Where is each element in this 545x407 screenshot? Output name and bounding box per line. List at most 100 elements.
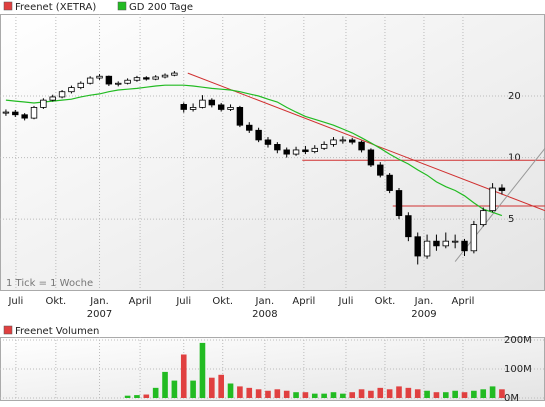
volume-bar xyxy=(442,392,449,398)
candle-body xyxy=(86,77,94,84)
candle-body xyxy=(395,190,403,217)
legend-swatch xyxy=(3,1,13,11)
candle-body xyxy=(461,240,468,252)
volume-bar xyxy=(209,377,215,398)
candle-body xyxy=(105,75,113,85)
volume-bar xyxy=(424,390,430,398)
candle-body xyxy=(171,72,178,76)
x-tick-label: Juli xyxy=(175,296,191,307)
x-tick-label: Jan. xyxy=(89,296,109,307)
candle-body xyxy=(40,99,47,108)
candle-body xyxy=(161,74,169,78)
candle-body xyxy=(68,87,75,93)
legend-swatch xyxy=(117,1,127,11)
volume-bar xyxy=(293,392,299,398)
volume-bar xyxy=(274,389,281,398)
candle-body xyxy=(152,76,159,80)
volume-bar xyxy=(461,392,468,398)
candle-body xyxy=(339,139,347,142)
volume-bar xyxy=(199,342,206,398)
candle-body xyxy=(480,210,487,226)
volume-bar xyxy=(480,389,487,398)
candle-body xyxy=(58,91,66,98)
y-tick-label: 20 xyxy=(508,91,521,102)
volume-bar xyxy=(386,389,393,398)
volume-bar xyxy=(358,389,365,398)
candle-body xyxy=(498,187,506,191)
trendline xyxy=(187,72,545,212)
volume-bar xyxy=(396,386,402,398)
year-label: 2007 xyxy=(87,309,112,320)
candle-body xyxy=(96,75,103,79)
volume-bar xyxy=(377,387,384,398)
volume-bar xyxy=(330,392,337,398)
volume-bar xyxy=(152,387,159,398)
candle-body xyxy=(330,139,337,145)
candle-body xyxy=(21,114,28,119)
candle-body xyxy=(199,99,206,108)
legend-label: Freenet (XETRA) xyxy=(15,2,96,13)
volume-bar xyxy=(180,354,187,398)
x-tick-label: April xyxy=(292,296,315,307)
volume-bar xyxy=(143,394,150,398)
x-tick-label: Okt. xyxy=(212,296,233,307)
volume-bar xyxy=(265,390,271,398)
candle-body xyxy=(217,104,225,110)
candle-body xyxy=(292,149,300,155)
y-tick-label: 100M xyxy=(504,364,532,375)
candle-body xyxy=(405,215,412,238)
candle-body xyxy=(30,106,38,119)
volume-bar xyxy=(134,395,140,398)
y-tick-label: 5 xyxy=(508,214,514,225)
candle-body xyxy=(302,149,309,152)
candle-body xyxy=(377,164,384,176)
legend-label: GD 200 Tage xyxy=(129,2,193,13)
candle-body xyxy=(77,82,85,88)
candle-body xyxy=(433,240,440,247)
volume-bar xyxy=(452,390,458,398)
candle-body xyxy=(320,144,328,149)
x-tick-label: Juli xyxy=(7,296,23,307)
volume-bar xyxy=(246,387,253,398)
candle-body xyxy=(414,236,421,257)
x-tick-label: Okt. xyxy=(45,296,66,307)
candle-body xyxy=(255,129,262,141)
candle-body xyxy=(274,144,281,151)
candle-body xyxy=(283,149,290,155)
volume-bar xyxy=(499,389,505,398)
volume-bar xyxy=(414,389,421,398)
volume-bar xyxy=(433,392,440,398)
volume-bar xyxy=(302,392,309,398)
y-tick-label: 0M xyxy=(504,393,519,404)
candle-body xyxy=(133,77,141,81)
volume-bar xyxy=(368,390,374,398)
volume-bar xyxy=(405,387,412,398)
x-tick-label: Okt. xyxy=(375,296,396,307)
x-tick-label: Juli xyxy=(338,296,354,307)
candle-body xyxy=(246,124,253,131)
candle-body xyxy=(143,77,150,80)
volume-bar xyxy=(171,380,178,398)
year-label: 2008 xyxy=(252,309,277,320)
candle-body xyxy=(208,99,216,106)
x-tick-label: Jan. xyxy=(255,296,275,307)
candle-body xyxy=(236,106,244,126)
candle-body xyxy=(2,111,10,114)
candle-body xyxy=(227,106,234,110)
volume-bar xyxy=(162,371,168,398)
volume-bar xyxy=(237,386,243,398)
volume-bar xyxy=(124,395,131,398)
candle-body xyxy=(470,224,478,252)
candle-body xyxy=(423,240,431,257)
volume-bar xyxy=(489,386,496,398)
volume-bar xyxy=(283,390,290,398)
volume-bar xyxy=(255,389,262,398)
y-tick-label: 10 xyxy=(508,153,521,164)
candle-body xyxy=(348,139,356,143)
candle-body xyxy=(451,240,459,243)
candle-body xyxy=(49,96,56,101)
volume-bar xyxy=(218,374,224,398)
candle-body xyxy=(180,104,187,110)
volume-bar xyxy=(190,380,196,398)
volume-bar xyxy=(471,390,477,398)
